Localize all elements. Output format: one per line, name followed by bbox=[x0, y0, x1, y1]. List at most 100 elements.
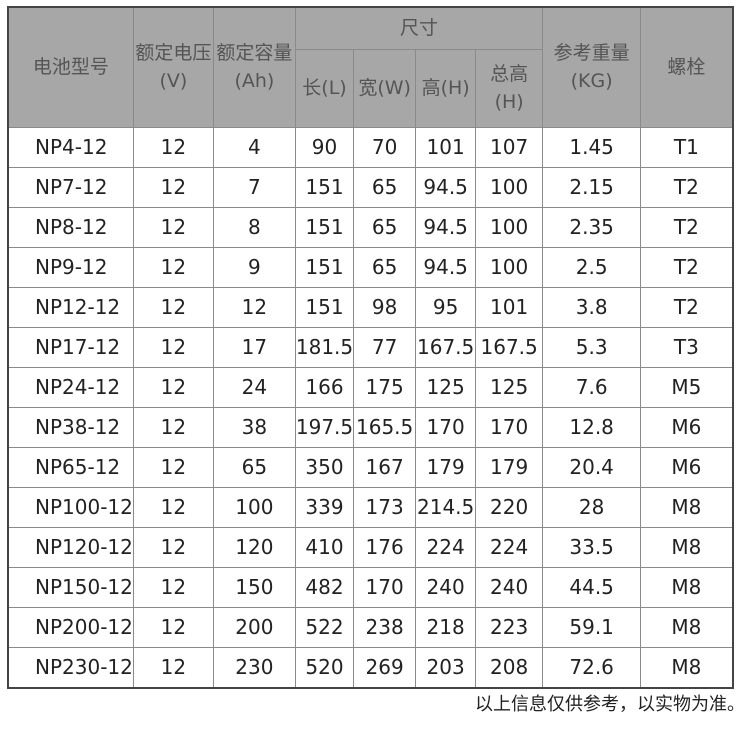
cell-width: 77 bbox=[353, 326, 417, 368]
cell-model: NP120-12 bbox=[7, 526, 134, 568]
cell-length: 151 bbox=[294, 166, 355, 208]
cell-weight: 7.6 bbox=[542, 366, 642, 408]
cell-length: 350 bbox=[294, 446, 355, 488]
cell-width: 98 bbox=[353, 286, 417, 328]
cell-width: 176 bbox=[353, 526, 417, 568]
table-row: NP120-12 12 120 410 176 224 224 33.5 M8 bbox=[7, 526, 734, 568]
table-row: NP8-12 12 8 151 65 94.5 100 2.35 T2 bbox=[7, 206, 734, 248]
cell-bolt: T2 bbox=[640, 286, 734, 328]
cell-height: 94.5 bbox=[415, 206, 477, 248]
cell-total-height: 100 bbox=[475, 246, 544, 288]
cell-capacity: 38 bbox=[212, 406, 296, 448]
cell-bolt: M8 bbox=[640, 606, 734, 648]
cell-weight: 3.8 bbox=[542, 286, 642, 328]
cell-bolt: M6 bbox=[640, 406, 734, 448]
cell-weight: 33.5 bbox=[542, 526, 642, 568]
cell-height: 203 bbox=[415, 646, 477, 688]
header-width: 宽(W) bbox=[353, 48, 417, 128]
cell-capacity: 150 bbox=[212, 566, 296, 608]
cell-bolt: M6 bbox=[640, 446, 734, 488]
cell-weight: 5.3 bbox=[542, 326, 642, 368]
cell-capacity: 65 bbox=[212, 446, 296, 488]
cell-model: NP17-12 bbox=[7, 326, 134, 368]
cell-voltage: 12 bbox=[132, 286, 214, 328]
cell-voltage: 12 bbox=[132, 366, 214, 408]
cell-bolt: M8 bbox=[640, 526, 734, 568]
cell-voltage: 12 bbox=[132, 486, 214, 528]
cell-height: 125 bbox=[415, 366, 477, 408]
cell-total-height: 224 bbox=[475, 526, 544, 568]
cell-width: 238 bbox=[353, 606, 417, 648]
table-row: NP24-12 12 24 166 175 125 125 7.6 M5 bbox=[7, 366, 734, 408]
table-row: NP150-12 12 150 482 170 240 240 44.5 M8 bbox=[7, 566, 734, 608]
table-row: NP100-12 12 100 339 173 214.5 220 28 M8 bbox=[7, 486, 734, 528]
cell-bolt: M8 bbox=[640, 486, 734, 528]
cell-total-height: 240 bbox=[475, 566, 544, 608]
table-wrapper: 电池型号 额定电压 (V) 额定容量 (Ah) 尺寸 参考重量 (KG) 螺栓 … bbox=[7, 6, 745, 717]
cell-width: 165.5 bbox=[353, 406, 417, 448]
cell-bolt: T3 bbox=[640, 326, 734, 368]
cell-capacity: 17 bbox=[212, 326, 296, 368]
cell-voltage: 12 bbox=[132, 566, 214, 608]
cell-total-height: 167.5 bbox=[475, 326, 544, 368]
cell-total-height: 220 bbox=[475, 486, 544, 528]
header-length: 长(L) bbox=[294, 48, 355, 128]
table-row: NP12-12 12 12 151 98 95 101 3.8 T2 bbox=[7, 286, 734, 328]
table-row: NP38-12 12 38 197.5 165.5 170 170 12.8 M6 bbox=[7, 406, 734, 448]
cell-model: NP9-12 bbox=[7, 246, 134, 288]
cell-capacity: 12 bbox=[212, 286, 296, 328]
header-bolt: 螺栓 bbox=[640, 6, 734, 128]
cell-voltage: 12 bbox=[132, 126, 214, 168]
cell-height: 167.5 bbox=[415, 326, 477, 368]
cell-total-height: 170 bbox=[475, 406, 544, 448]
cell-total-height: 101 bbox=[475, 286, 544, 328]
cell-width: 269 bbox=[353, 646, 417, 688]
cell-voltage: 12 bbox=[132, 526, 214, 568]
cell-height: 94.5 bbox=[415, 166, 477, 208]
cell-voltage: 12 bbox=[132, 206, 214, 248]
cell-length: 410 bbox=[294, 526, 355, 568]
cell-width: 65 bbox=[353, 206, 417, 248]
header-weight: 参考重量 (KG) bbox=[542, 6, 642, 128]
cell-voltage: 12 bbox=[132, 246, 214, 288]
cell-length: 151 bbox=[294, 206, 355, 248]
cell-total-height: 179 bbox=[475, 446, 544, 488]
cell-length: 151 bbox=[294, 246, 355, 288]
cell-capacity: 100 bbox=[212, 486, 296, 528]
cell-capacity: 7 bbox=[212, 166, 296, 208]
cell-bolt: T2 bbox=[640, 166, 734, 208]
cell-length: 166 bbox=[294, 366, 355, 408]
cell-weight: 2.35 bbox=[542, 206, 642, 248]
cell-height: 179 bbox=[415, 446, 477, 488]
cell-width: 167 bbox=[353, 446, 417, 488]
cell-capacity: 4 bbox=[212, 126, 296, 168]
cell-width: 175 bbox=[353, 366, 417, 408]
cell-voltage: 12 bbox=[132, 166, 214, 208]
cell-total-height: 223 bbox=[475, 606, 544, 648]
cell-model: NP200-12 bbox=[7, 606, 134, 648]
cell-length: 522 bbox=[294, 606, 355, 648]
cell-width: 173 bbox=[353, 486, 417, 528]
cell-model: NP8-12 bbox=[7, 206, 134, 248]
table-row: NP17-12 12 17 181.5 77 167.5 167.5 5.3 T3 bbox=[7, 326, 734, 368]
cell-height: 224 bbox=[415, 526, 477, 568]
battery-spec-table: 电池型号 额定电压 (V) 额定容量 (Ah) 尺寸 参考重量 (KG) 螺栓 … bbox=[7, 6, 734, 689]
cell-model: NP65-12 bbox=[7, 446, 134, 488]
cell-model: NP100-12 bbox=[7, 486, 134, 528]
cell-weight: 72.6 bbox=[542, 646, 642, 688]
cell-weight: 20.4 bbox=[542, 446, 642, 488]
cell-total-height: 208 bbox=[475, 646, 544, 688]
cell-length: 197.5 bbox=[294, 406, 355, 448]
header-voltage: 额定电压 (V) bbox=[132, 6, 214, 128]
header-model: 电池型号 bbox=[7, 6, 134, 128]
cell-model: NP230-12 bbox=[7, 646, 134, 688]
table-row: NP9-12 12 9 151 65 94.5 100 2.5 T2 bbox=[7, 246, 734, 288]
cell-model: NP150-12 bbox=[7, 566, 134, 608]
cell-voltage: 12 bbox=[132, 606, 214, 648]
cell-length: 90 bbox=[294, 126, 355, 168]
cell-bolt: M8 bbox=[640, 646, 734, 688]
cell-weight: 59.1 bbox=[542, 606, 642, 648]
cell-height: 94.5 bbox=[415, 246, 477, 288]
cell-capacity: 9 bbox=[212, 246, 296, 288]
cell-total-height: 100 bbox=[475, 166, 544, 208]
